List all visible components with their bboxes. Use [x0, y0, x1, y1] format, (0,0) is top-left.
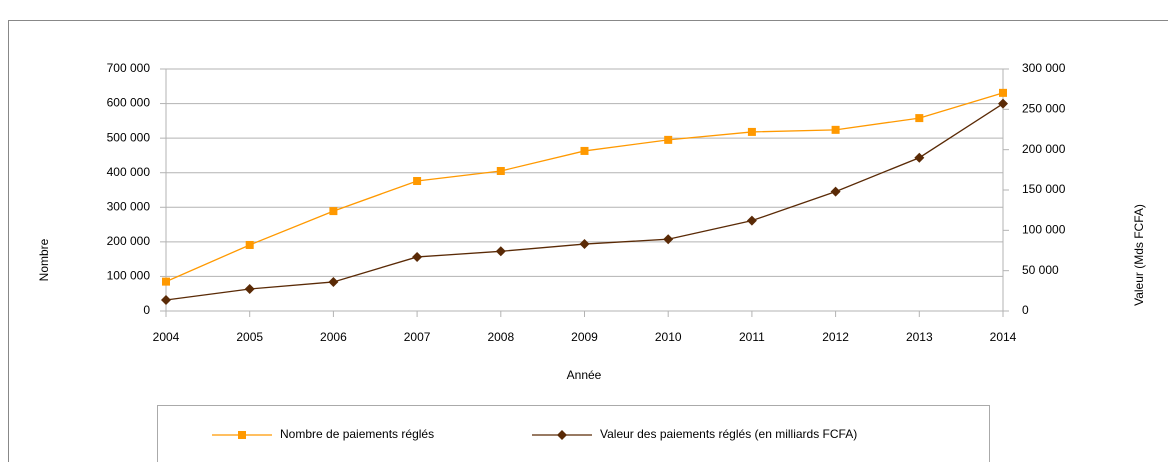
x-tick-label: 2014 [990, 330, 1017, 344]
marker [580, 146, 589, 155]
marker [495, 246, 506, 257]
marker [579, 239, 590, 250]
y-tick-label: 300 000 [107, 199, 151, 213]
x-axis-label: Année [567, 368, 602, 382]
legend-label: Valeur des paiements réglés (en milliard… [600, 427, 857, 441]
x-tick-label: 2006 [320, 330, 347, 344]
marker [747, 127, 756, 136]
marker [245, 240, 254, 249]
legend-marker [238, 431, 246, 439]
legend-marker [557, 430, 567, 440]
series-line [165, 103, 1004, 301]
marker [663, 234, 674, 245]
y2-tick-label: 150 000 [1022, 182, 1066, 196]
x-tick-label: 2009 [571, 330, 598, 344]
x-tick-label: 2004 [153, 330, 180, 344]
marker [244, 283, 255, 294]
x-tick-label: 2013 [906, 330, 933, 344]
y-tick-label: 700 000 [107, 61, 151, 75]
marker [831, 125, 840, 134]
marker [162, 277, 170, 286]
marker [329, 207, 338, 216]
x-tick-label: 2008 [487, 330, 514, 344]
chart-border [8, 20, 1168, 462]
y2-tick-label: 200 000 [1022, 142, 1066, 156]
x-tick-label: 2007 [404, 330, 431, 344]
marker [412, 251, 423, 262]
marker [915, 114, 924, 123]
legend-label: Nombre de paiements réglés [280, 427, 434, 441]
marker [496, 166, 505, 175]
series-line [165, 92, 1004, 283]
y2-axis-label: Valeur (Mds FCFA) [1132, 204, 1146, 306]
legend-box [157, 405, 990, 462]
y-tick-label: 600 000 [107, 96, 151, 110]
y2-tick-label: 300 000 [1022, 61, 1066, 75]
y-tick-label: 400 000 [107, 165, 151, 179]
marker [998, 98, 1008, 109]
y2-tick-label: 0 [1022, 303, 1029, 317]
y-tick-label: 500 000 [107, 130, 151, 144]
marker [914, 152, 925, 163]
marker [328, 276, 339, 287]
x-tick-label: 2010 [655, 330, 682, 344]
y2-tick-label: 50 000 [1022, 263, 1059, 277]
marker [161, 295, 171, 306]
y-axis-label: Nombre [37, 238, 51, 281]
marker [830, 186, 841, 197]
x-tick-label: 2012 [822, 330, 849, 344]
y-tick-label: 0 [143, 303, 150, 317]
y-tick-label: 200 000 [107, 234, 151, 248]
x-tick-label: 2005 [236, 330, 263, 344]
y2-tick-label: 250 000 [1022, 102, 1066, 116]
marker [746, 215, 757, 226]
y-tick-label: 100 000 [107, 269, 151, 283]
marker [413, 177, 422, 186]
marker [664, 135, 673, 144]
y2-tick-label: 100 000 [1022, 223, 1066, 237]
marker [999, 88, 1007, 97]
x-tick-label: 2011 [739, 330, 765, 344]
